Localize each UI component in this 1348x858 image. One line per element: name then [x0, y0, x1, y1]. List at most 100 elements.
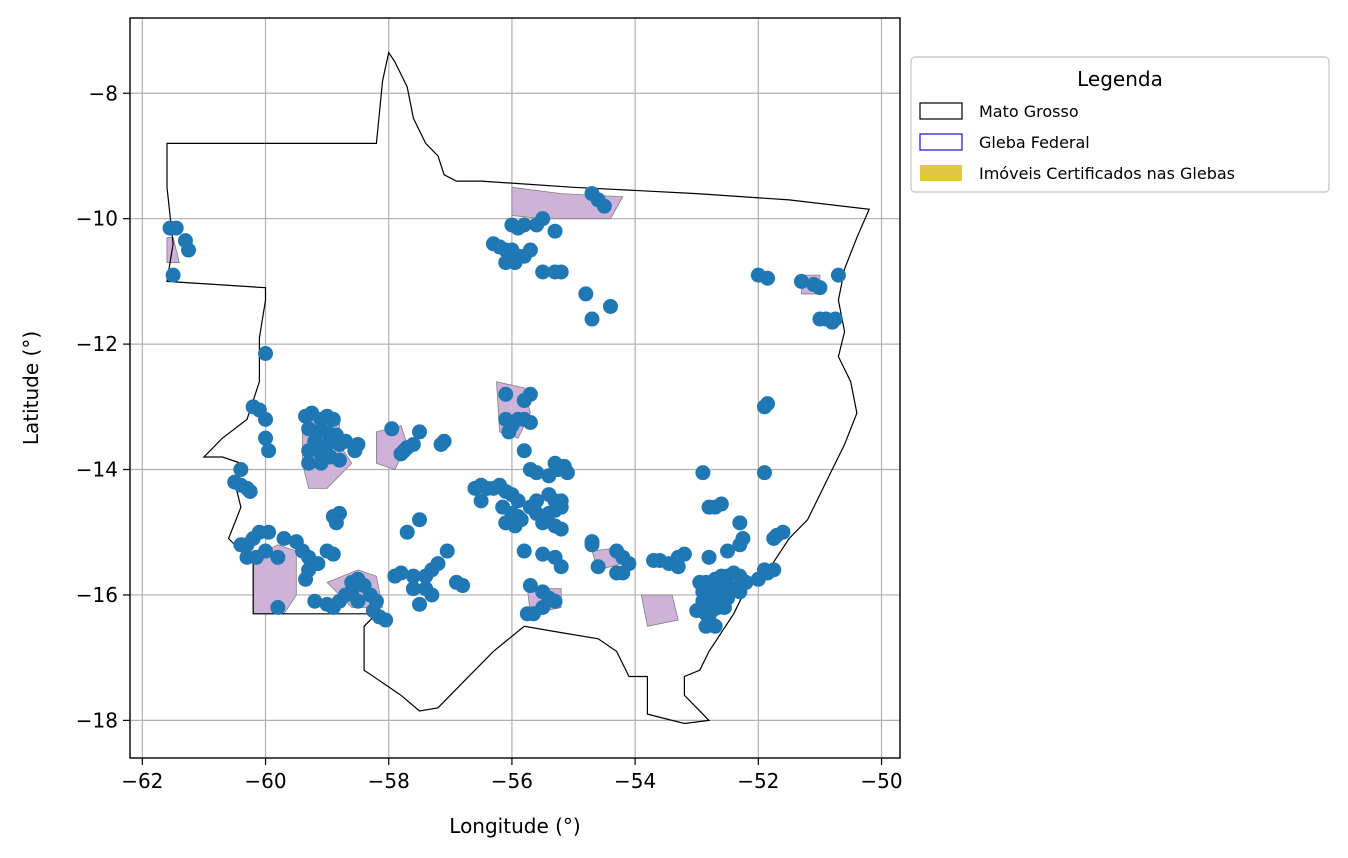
- property-point: [261, 443, 277, 459]
- property-point: [720, 543, 736, 559]
- legend-title: Legenda: [1077, 67, 1163, 91]
- property-point: [827, 311, 843, 327]
- property-point: [168, 220, 184, 236]
- property-point: [498, 386, 514, 402]
- property-point: [609, 565, 625, 581]
- property-point: [602, 298, 618, 314]
- legend-swatch-mato-grosso: [919, 102, 963, 120]
- property-point: [433, 436, 449, 452]
- property-point: [405, 581, 421, 597]
- legend-label-mato-grosso: Mato Grosso: [979, 102, 1079, 121]
- gleba-polygon: [166, 237, 180, 263]
- legend-label-imoveis-certificados: Imóveis Certificados nas Glebas: [979, 164, 1235, 183]
- property-point: [590, 559, 606, 575]
- y-axis-label: Latitude (°): [19, 331, 43, 445]
- property-point: [522, 242, 538, 258]
- property-point: [301, 443, 317, 459]
- legend-box: Legenda Mato Grosso Gleba Federal Imóvei…: [910, 56, 1330, 193]
- property-point: [547, 455, 563, 471]
- property-point: [519, 606, 535, 622]
- property-point: [553, 264, 569, 280]
- property-point: [830, 267, 846, 283]
- property-point: [584, 537, 600, 553]
- x-tick-label: −58: [368, 769, 410, 793]
- property-point: [516, 543, 532, 559]
- property-point: [298, 571, 314, 587]
- property-point: [513, 512, 529, 528]
- property-point: [596, 198, 612, 214]
- legend-frame: [910, 56, 1330, 193]
- property-point: [578, 286, 594, 302]
- property-point: [553, 521, 569, 537]
- property-point: [412, 596, 428, 612]
- property-point: [412, 512, 428, 528]
- property-point: [350, 593, 366, 609]
- property-point: [307, 593, 323, 609]
- property-point: [473, 493, 489, 509]
- x-tick-label: −60: [244, 769, 286, 793]
- property-point: [276, 531, 292, 547]
- x-axis-label: Longitude (°): [449, 814, 580, 838]
- axes-frame: [129, 17, 901, 759]
- y-tick-label: −14: [76, 458, 118, 482]
- property-point: [529, 217, 545, 233]
- property-point: [522, 578, 538, 594]
- property-point: [584, 311, 600, 327]
- property-point: [301, 455, 317, 471]
- property-point: [233, 537, 249, 553]
- y-tick-label: −16: [76, 583, 118, 607]
- property-point: [258, 430, 274, 446]
- property-point: [233, 477, 249, 493]
- gleba-polygon: [511, 186, 624, 220]
- property-point: [766, 562, 782, 578]
- property-point: [393, 446, 409, 462]
- property-point: [258, 411, 274, 427]
- gleba-polygon: [640, 594, 679, 627]
- property-point: [756, 465, 772, 481]
- property-point: [695, 465, 711, 481]
- property-point: [501, 424, 517, 440]
- property-point: [239, 549, 255, 565]
- property-point: [713, 496, 729, 512]
- property-point: [670, 559, 686, 575]
- property-point: [793, 273, 809, 289]
- property-point: [698, 618, 714, 634]
- property-point: [716, 599, 732, 615]
- property-point: [270, 599, 286, 615]
- property-point: [165, 267, 181, 283]
- property-point: [529, 465, 545, 481]
- property-point: [766, 531, 782, 547]
- property-point: [504, 217, 520, 233]
- property-point: [399, 524, 415, 540]
- property-point: [535, 264, 551, 280]
- property-point: [535, 546, 551, 562]
- property-point: [553, 499, 569, 515]
- x-tick-label: −50: [860, 769, 902, 793]
- y-tick-label: −10: [76, 207, 118, 231]
- property-point: [418, 568, 434, 584]
- property-point: [378, 612, 394, 628]
- legend-label-gleba-federal: Gleba Federal: [979, 133, 1090, 152]
- certified-property-points: [162, 186, 846, 634]
- property-point: [553, 559, 569, 575]
- property-point: [455, 578, 471, 594]
- property-point: [522, 386, 538, 402]
- axis-ticks: −62 −60 −58 −56 −54 −52 −50 −8 −10 −12 −14 −16 −18: [76, 81, 903, 793]
- property-point: [535, 515, 551, 531]
- property-point: [439, 543, 455, 559]
- property-point: [522, 414, 538, 430]
- property-point: [384, 421, 400, 437]
- legend-swatch-gleba-federal: [919, 133, 963, 151]
- property-point: [350, 436, 366, 452]
- property-point: [261, 524, 277, 540]
- legend-swatch-imoveis-certificados: [920, 165, 962, 181]
- property-point: [328, 515, 344, 531]
- property-point: [233, 462, 249, 478]
- property-point: [418, 581, 434, 597]
- property-point: [732, 515, 748, 531]
- property-point: [181, 242, 197, 258]
- property-point: [559, 465, 575, 481]
- property-point: [732, 584, 748, 600]
- x-tick-label: −62: [121, 769, 163, 793]
